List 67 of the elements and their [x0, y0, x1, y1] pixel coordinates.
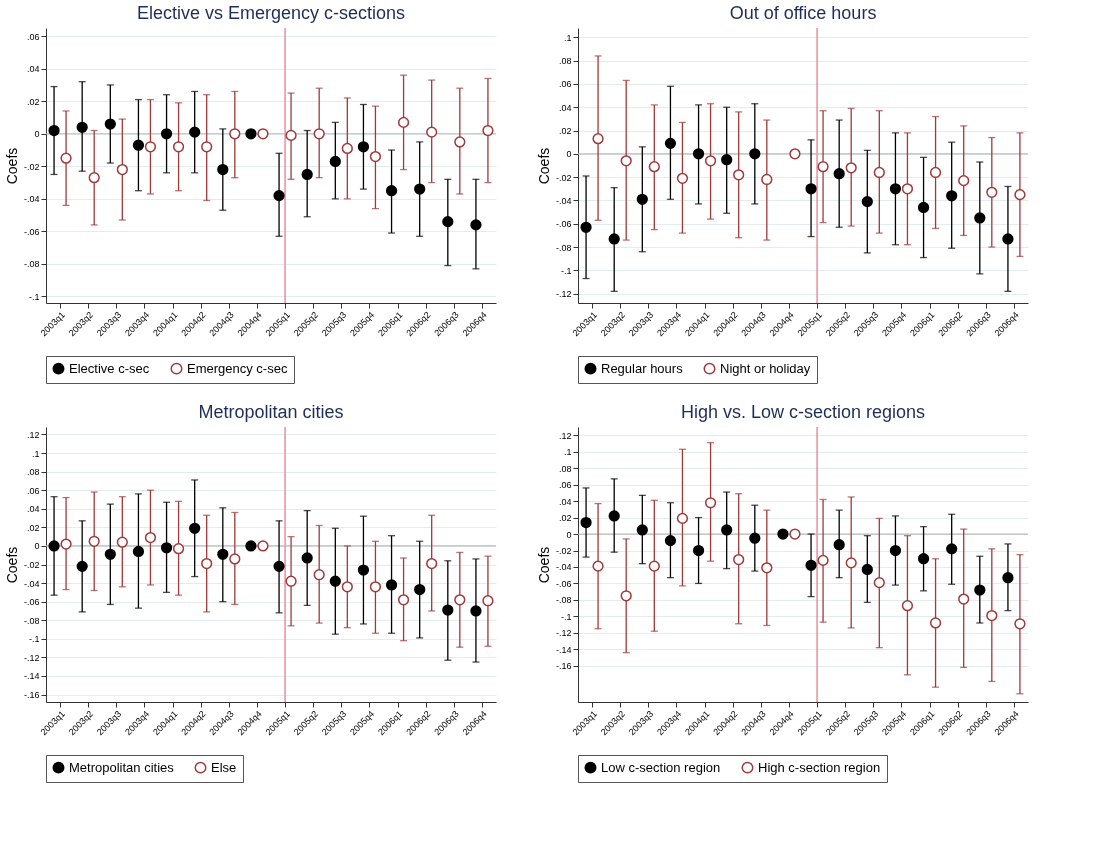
- y-tick-label: -.06: [23, 226, 40, 237]
- y-tick-label: -.16: [23, 690, 40, 701]
- y-tick-label: .1: [563, 32, 572, 43]
- y-tick-label: -.08: [23, 615, 40, 626]
- y-tick-label: .08: [26, 467, 40, 478]
- legend-label: Emergency c-sec: [187, 360, 288, 376]
- y-tick-label: -.16: [555, 661, 572, 672]
- y-tick-label: -.06: [555, 578, 572, 589]
- y-tick-label: -.14: [555, 644, 572, 655]
- y-tick-label: -.02: [23, 161, 40, 172]
- y-tick-label: .04: [26, 504, 40, 515]
- y-tick-label: -.06: [23, 597, 40, 608]
- y-tick-label: 0: [34, 541, 40, 552]
- y-tick-label: .06: [26, 485, 40, 496]
- y-tick-label: -.08: [555, 242, 572, 253]
- y-axis-title: Coefs: [535, 546, 552, 584]
- y-tick-label: 0: [566, 529, 572, 540]
- y-tick-label: .04: [558, 102, 572, 113]
- y-tick-label: .04: [558, 496, 572, 507]
- y-tick-label: .02: [26, 96, 40, 107]
- y-tick-label: .02: [558, 126, 572, 137]
- y-tick-label: -.02: [555, 546, 572, 556]
- y-tick-label: .1: [31, 448, 40, 459]
- y-tick-label: -.1: [28, 634, 40, 645]
- y-tick-label: 0: [566, 149, 572, 160]
- y-tick-label: -.12: [555, 289, 572, 300]
- legend-label: Metropolitan cities: [69, 759, 175, 775]
- y-tick-label: -.12: [23, 652, 40, 663]
- y-tick-label: .02: [26, 522, 40, 533]
- y-tick-label: .08: [558, 463, 572, 474]
- legend-label: Low c-section region: [601, 759, 721, 775]
- chart-title: Metropolitan cities: [198, 402, 344, 423]
- y-tick-label: .04: [26, 64, 40, 75]
- y-tick-label: .12: [558, 430, 572, 441]
- y-tick-label: -.06: [555, 219, 572, 230]
- y-tick-label: -.04: [23, 194, 40, 205]
- legend-label: High c-section region: [758, 759, 881, 775]
- y-tick-label: -.02: [555, 172, 572, 183]
- y-tick-label: -.1: [560, 611, 572, 622]
- y-tick-label: .1: [563, 447, 572, 458]
- y-axis-title: Coefs: [3, 546, 20, 584]
- y-tick-label: -.08: [555, 595, 572, 606]
- y-axis-title: Coefs: [3, 147, 20, 185]
- y-tick-label: .08: [558, 56, 572, 67]
- legend-label: Night or holiday: [720, 360, 811, 376]
- chart-title: Elective vs Emergency c-sections: [136, 3, 406, 24]
- chart-title: High vs. Low c-section regions: [680, 402, 926, 423]
- y-tick-label: -.12: [555, 628, 572, 639]
- y-tick-label: -.04: [555, 195, 572, 206]
- y-tick-label: .06: [26, 31, 40, 42]
- legend-label: Else: [211, 759, 237, 775]
- legend-label: Regular hours: [601, 360, 684, 376]
- y-tick-label: -.08: [23, 259, 40, 270]
- y-tick-label: .06: [558, 79, 572, 90]
- y-tick-label: -.1: [28, 291, 40, 302]
- chart-title: Out of office hours: [729, 3, 877, 24]
- y-tick-label: .06: [558, 480, 572, 491]
- y-tick-label: -.04: [555, 562, 572, 573]
- y-axis-title: Coefs: [535, 147, 552, 185]
- y-tick-label: .12: [26, 429, 40, 440]
- legend-label: Elective c-sec: [69, 360, 150, 376]
- y-tick-label: -.14: [23, 671, 40, 682]
- y-tick-label: .02: [558, 513, 572, 524]
- y-tick-label: -.04: [23, 578, 40, 589]
- y-tick-label: 0: [34, 129, 40, 140]
- y-tick-label: -.02: [23, 560, 40, 570]
- y-tick-label: -.1: [560, 265, 572, 276]
